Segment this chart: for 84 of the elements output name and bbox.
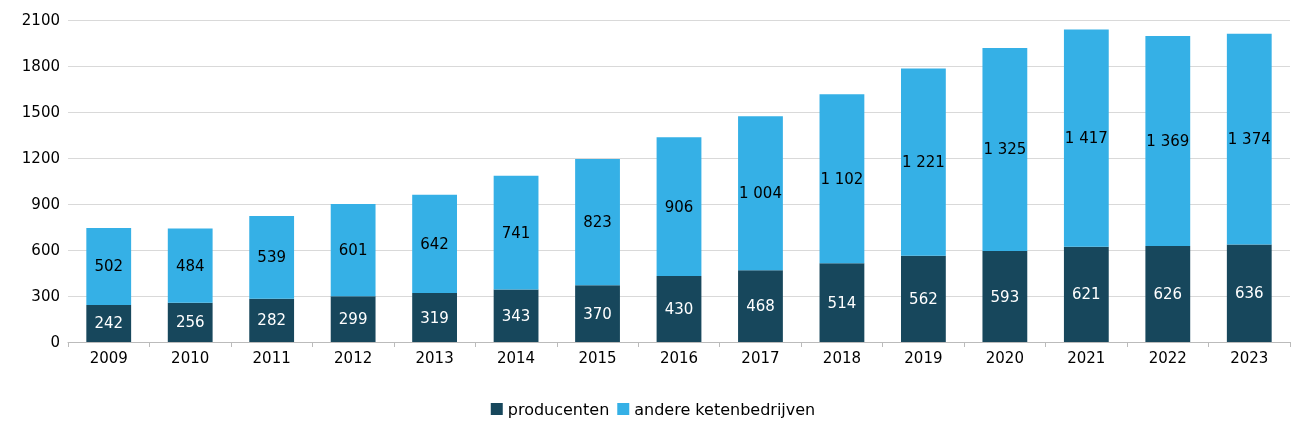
x-tick-label: 2021 <box>1067 348 1106 367</box>
x-tick-label: 2018 <box>822 348 862 367</box>
data-label: 430 <box>664 300 694 319</box>
bar <box>1063 246 1109 342</box>
data-label: 319 <box>420 308 449 327</box>
bar <box>1063 29 1109 247</box>
bar <box>1226 244 1272 342</box>
data-label: 1 369 <box>1146 132 1190 151</box>
data-label: 502 <box>94 257 124 276</box>
bar <box>819 263 865 342</box>
bar <box>819 94 865 264</box>
bar <box>901 68 946 256</box>
bar <box>167 228 213 303</box>
y-tick-label: 1500 <box>21 103 60 121</box>
data-label: 1 325 <box>983 140 1027 159</box>
x-tick-label: 2019 <box>904 348 943 367</box>
y-tick-label: 1800 <box>21 57 60 75</box>
bar <box>1145 246 1191 342</box>
x-tick-label: 2013 <box>415 348 454 367</box>
y-tick-label: 1200 <box>21 149 60 167</box>
bar <box>493 175 539 290</box>
bar <box>1145 36 1191 247</box>
data-label: 562 <box>909 289 938 308</box>
data-label: 539 <box>257 248 286 267</box>
bar <box>738 270 783 342</box>
data-label: 370 <box>583 304 612 323</box>
y-tick-label: 2100 <box>21 11 60 29</box>
x-tick-label: 2015 <box>578 348 617 367</box>
y-tick-label: 0 <box>50 333 60 351</box>
bar <box>493 289 539 342</box>
bar <box>575 159 620 286</box>
x-tick-label: 2022 <box>1148 348 1187 367</box>
bar <box>1226 33 1272 245</box>
x-tick-label: 2017 <box>741 348 780 367</box>
bar <box>656 137 702 277</box>
data-label: 642 <box>420 234 449 253</box>
bar <box>412 293 457 342</box>
y-tick-label: 900 <box>31 195 60 213</box>
data-label: 621 <box>1072 285 1101 304</box>
bar <box>86 227 132 305</box>
data-label: 626 <box>1153 285 1183 304</box>
legend-label: andere ketenbedrijven <box>634 399 816 419</box>
bar <box>330 296 376 342</box>
y-tick-label: 300 <box>31 287 60 305</box>
x-tick-label: 2023 <box>1230 348 1269 367</box>
data-label: 1 374 <box>1227 130 1271 149</box>
data-label: 823 <box>583 213 612 232</box>
data-label: 1 102 <box>820 169 864 188</box>
data-label: 514 <box>827 293 857 312</box>
bar <box>982 47 1028 252</box>
data-label: 299 <box>338 310 368 329</box>
x-tick-label: 2020 <box>985 348 1024 367</box>
bar <box>330 204 376 297</box>
data-label: 468 <box>746 297 775 316</box>
data-label: 636 <box>1234 284 1264 303</box>
legend-label: producenten <box>507 399 610 419</box>
bar <box>656 276 702 342</box>
bar <box>738 116 783 271</box>
data-label: 484 <box>175 256 205 275</box>
bar <box>249 298 295 342</box>
y-tick-label: 600 <box>31 241 60 259</box>
x-tick-label: 2014 <box>496 348 536 367</box>
bar <box>249 216 295 299</box>
bar <box>982 251 1028 342</box>
data-label: 343 <box>501 306 531 325</box>
data-label: 1 221 <box>901 153 945 172</box>
bar <box>575 285 620 342</box>
data-label: 242 <box>94 314 124 333</box>
x-tick-label: 2010 <box>171 348 210 367</box>
data-label: 282 <box>257 311 286 330</box>
data-label: 1 417 <box>1064 129 1108 148</box>
bar <box>412 194 457 294</box>
data-label: 601 <box>338 241 368 260</box>
bar <box>167 302 213 342</box>
data-label: 593 <box>990 287 1020 306</box>
data-label: 741 <box>501 223 531 242</box>
x-tick-label: 2009 <box>89 348 128 367</box>
data-label: 906 <box>664 197 694 216</box>
data-label: 1 004 <box>738 184 782 203</box>
x-tick-label: 2012 <box>334 348 373 367</box>
bar <box>901 255 946 342</box>
data-label: 256 <box>175 313 205 332</box>
x-tick-label: 2016 <box>659 348 699 367</box>
x-tick-label: 2011 <box>252 348 291 367</box>
